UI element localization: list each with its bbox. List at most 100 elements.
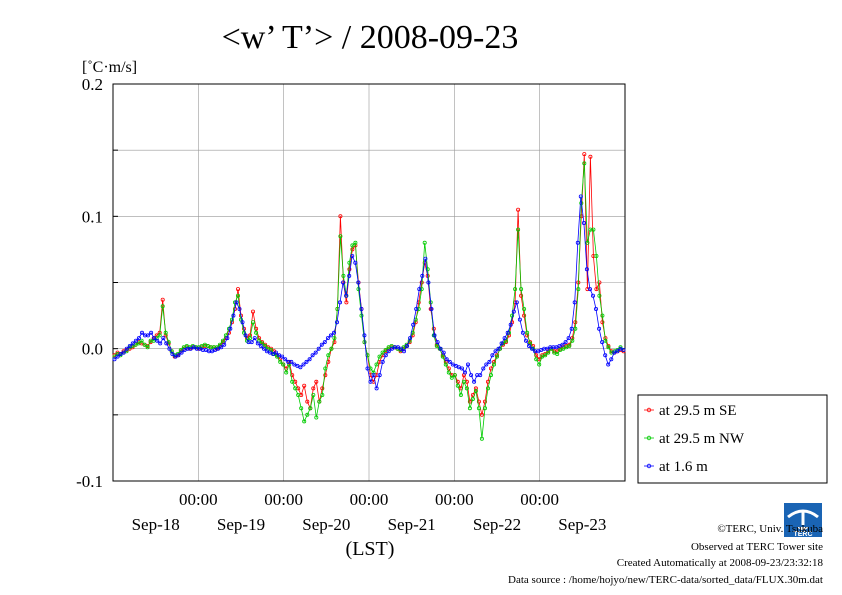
data-point xyxy=(578,194,583,199)
data-point xyxy=(438,346,443,351)
data-point xyxy=(316,346,321,351)
data-point xyxy=(252,336,257,341)
data-point xyxy=(157,333,162,338)
y-tick-label: 0.2 xyxy=(82,75,103,94)
data-point xyxy=(254,326,259,331)
plot-frame xyxy=(112,83,626,482)
data-point xyxy=(514,300,519,305)
data-point xyxy=(414,306,419,311)
data-point xyxy=(127,343,132,348)
data-point xyxy=(332,336,337,341)
data-point xyxy=(408,336,413,341)
data-point xyxy=(534,357,539,362)
data-point xyxy=(386,349,391,354)
data-point xyxy=(435,340,440,345)
data-point xyxy=(158,341,163,346)
data-point xyxy=(569,326,574,331)
data-point xyxy=(419,287,424,292)
data-point xyxy=(314,379,319,384)
data-point xyxy=(398,346,403,351)
data-point xyxy=(323,366,328,371)
legend-item: at 29.5 m NW xyxy=(644,431,745,447)
data-point xyxy=(235,293,240,298)
y-tick-label: 0.0 xyxy=(82,340,103,359)
data-point xyxy=(594,306,599,311)
data-point xyxy=(508,322,513,327)
data-point xyxy=(130,341,135,346)
data-point xyxy=(311,392,316,397)
y-tick-label: 0.1 xyxy=(82,207,103,226)
data-point xyxy=(149,330,154,335)
data-point xyxy=(374,362,379,367)
data-point xyxy=(362,333,367,338)
data-point xyxy=(304,359,309,364)
data-point xyxy=(449,375,454,380)
data-point xyxy=(290,373,295,378)
data-point xyxy=(188,346,193,351)
data-point xyxy=(588,154,593,159)
data-point xyxy=(588,287,593,292)
data-point xyxy=(462,370,467,375)
data-point xyxy=(302,383,307,388)
data-point xyxy=(115,354,120,359)
data-point xyxy=(455,383,460,388)
data-point xyxy=(371,373,376,378)
data-point xyxy=(255,341,260,346)
x-time-label: 00:00 xyxy=(520,490,559,509)
data-point xyxy=(350,247,355,252)
data-point xyxy=(235,287,240,292)
data-point xyxy=(250,320,255,325)
data-point xyxy=(145,345,150,350)
x-tick-labels: 00:00 00:00 00:00 00:00 00:00 Sep-18 Sep-19 Sep… xyxy=(132,490,607,534)
data-point xyxy=(517,317,522,322)
data-point xyxy=(347,267,352,272)
terc-logo: TERC xyxy=(784,503,822,538)
data-point xyxy=(422,240,427,245)
data-point xyxy=(584,267,589,272)
data-point xyxy=(305,399,310,404)
data-point xyxy=(240,320,245,325)
data-point xyxy=(338,234,343,239)
y-tick-label: -0.1 xyxy=(76,472,103,491)
data-point xyxy=(179,350,184,355)
x-date-label: Sep-18 xyxy=(132,515,180,534)
data-point xyxy=(476,406,481,411)
data-point xyxy=(139,330,144,335)
data-point xyxy=(234,300,239,305)
x-date-label: Sep-21 xyxy=(388,515,436,534)
data-point xyxy=(216,346,221,351)
data-point xyxy=(491,362,496,367)
data-point xyxy=(572,300,577,305)
legend-label: at 29.5 m NW xyxy=(659,431,745,447)
data-point xyxy=(118,351,123,356)
data-point xyxy=(249,340,254,345)
data-point xyxy=(470,396,475,401)
data-point xyxy=(289,359,294,364)
data-point xyxy=(485,386,490,391)
data-point xyxy=(328,333,333,338)
data-point xyxy=(446,370,451,375)
x-axis-label: (LST) xyxy=(346,538,395,560)
data-point xyxy=(365,366,370,371)
data-point xyxy=(155,338,160,343)
data-point xyxy=(434,343,439,348)
data-point xyxy=(476,399,481,404)
data-point xyxy=(283,357,288,362)
data-point xyxy=(161,336,166,341)
legend-item: at 29.5 m SE xyxy=(644,403,737,419)
legend-item: at 1.6 m xyxy=(644,459,708,475)
data-point xyxy=(527,343,532,348)
data-point xyxy=(519,293,524,298)
data-point xyxy=(566,336,571,341)
data-point xyxy=(443,362,448,367)
data-point xyxy=(423,256,428,261)
data-point xyxy=(341,280,346,285)
data-point xyxy=(582,161,587,166)
data-point xyxy=(222,342,227,347)
data-point xyxy=(301,362,306,367)
data-point xyxy=(511,309,516,314)
data-point xyxy=(219,345,224,350)
data-point xyxy=(429,306,434,311)
footer-copyright: ©TERC, Univ. Tsukuba xyxy=(717,523,823,535)
x-time-label: 00:00 xyxy=(179,490,218,509)
